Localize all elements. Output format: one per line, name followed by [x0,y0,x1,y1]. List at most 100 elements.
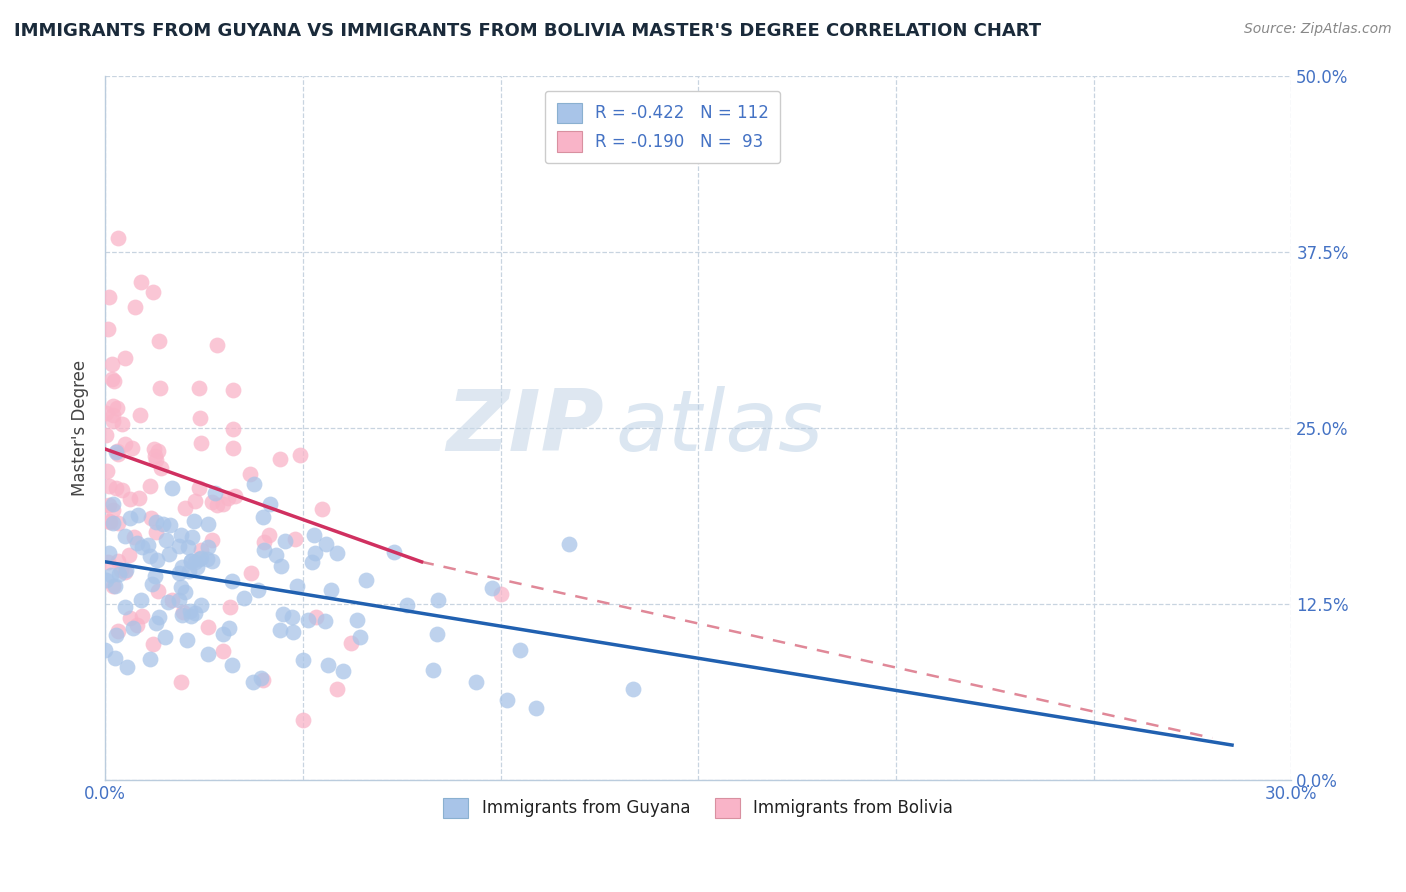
Point [396,598,419,612]
Point [103,374,125,388]
Point [128,491,150,505]
Point [326,546,349,560]
Point [105,445,128,459]
Point [211,627,233,641]
Point [315,537,337,551]
Point [170,581,193,595]
Point [222,421,245,435]
Point [281,610,304,624]
Point [356,573,378,587]
Point [139,652,162,666]
Point [115,659,138,673]
Point [190,550,212,565]
Point [141,510,163,524]
Point [201,495,224,509]
Point [155,533,177,548]
Point [120,610,142,624]
Point [97,555,120,569]
Point [297,613,319,627]
Point [252,673,274,688]
Point [464,675,486,690]
Point [125,536,148,550]
Point [148,334,170,348]
Point [143,442,166,456]
Point [172,606,194,620]
Point [103,400,125,414]
Point [152,517,174,532]
Point [145,524,167,539]
Point [159,517,181,532]
Point [169,539,191,553]
Point [96,464,118,478]
Point [176,633,198,648]
Point [107,448,129,462]
Point [349,630,371,644]
Point [114,563,136,577]
Point [97,479,120,493]
Point [146,444,169,458]
Point [124,300,146,314]
Point [316,658,339,673]
Point [426,593,449,607]
Point [103,414,125,428]
Point [495,693,517,707]
Point [197,552,219,566]
Point [221,574,243,588]
Point [101,496,124,510]
Point [243,476,266,491]
Point [304,545,326,559]
Point [179,603,201,617]
Point [139,479,162,493]
Point [249,671,271,685]
Point [105,401,128,416]
Point [167,592,190,607]
Point [104,628,127,642]
Point [145,515,167,529]
Point [114,351,136,366]
Point [218,621,240,635]
Point [157,547,180,561]
Point [98,498,121,512]
Point [221,441,243,455]
Point [97,290,120,304]
Point [150,461,173,475]
Point [172,560,194,574]
Point [142,637,165,651]
Point [127,508,149,522]
Point [382,545,405,559]
Point [426,627,449,641]
Point [319,583,342,598]
Point [292,653,315,667]
Point [111,417,134,432]
Point [94,643,117,657]
Point [197,620,219,634]
Legend: Immigrants from Guyana, Immigrants from Bolivia: Immigrants from Guyana, Immigrants from … [437,791,960,825]
Point [131,592,153,607]
Point [221,658,243,673]
Point [96,573,118,587]
Point [104,481,127,495]
Point [422,663,444,677]
Point [211,497,233,511]
Point [239,467,262,481]
Point [218,491,240,505]
Point [302,528,325,542]
Point [197,517,219,532]
Point [183,606,205,620]
Point [155,631,177,645]
Text: ZIP: ZIP [446,386,603,469]
Point [285,579,308,593]
Point [121,621,143,635]
Point [103,502,125,516]
Point [138,538,160,552]
Point [146,584,169,599]
Point [184,555,207,569]
Point [211,643,233,657]
Point [224,489,246,503]
Point [160,593,183,607]
Point [146,553,169,567]
Point [101,579,124,593]
Text: Source: ZipAtlas.com: Source: ZipAtlas.com [1244,22,1392,37]
Point [101,516,124,530]
Point [332,664,354,678]
